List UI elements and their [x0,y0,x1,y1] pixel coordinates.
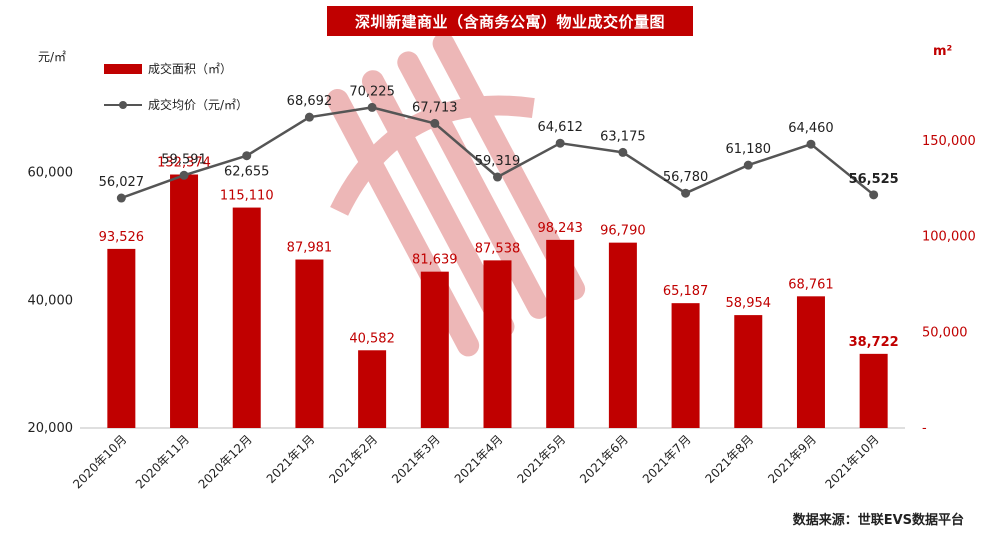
bar-data-label: 96,790 [600,224,646,239]
price-data-label: 67,713 [412,100,458,115]
x-axis-tick-label: 2021年5月 [514,432,568,486]
right-axis-unit: m² [933,44,953,59]
source-note: 数据来源：世联EVS数据平台 [792,513,964,528]
price-data-label: 56,525 [849,172,899,187]
price-data-label: 59,319 [475,154,521,169]
bar-data-label: 65,187 [663,284,709,299]
bar [107,248,136,428]
left-axis-tick-label: 20,000 [28,421,74,436]
bar [358,350,387,428]
bar-data-label: 58,954 [726,296,772,311]
bar-data-label: 115,110 [220,189,274,204]
price-point [179,170,189,180]
bar [796,296,825,428]
bar-data-label: 81,639 [412,253,458,268]
bar-data-label: 93,526 [99,230,145,245]
watermark-stroke [397,51,550,319]
x-axis-tick-label: 2020年12月 [196,432,255,491]
price-point [116,193,126,203]
right-axis-tick-label: 150,000 [922,134,976,149]
x-axis-tick-label: 2020年10月 [70,432,129,491]
price-point [681,188,691,198]
bar [734,315,763,428]
bar-data-label: 87,981 [287,241,333,256]
chart-title: 深圳新建商业（含商务公寓）物业成交价量图 [327,6,693,36]
watermark-stroke [330,95,535,216]
left-axis-tick-label: 60,000 [28,166,74,181]
right-axis-tick-label: 50,000 [922,325,968,340]
x-axis-tick-label: 2021年7月 [640,432,694,486]
watermark-stroke [361,70,515,338]
bar-data-label: 87,538 [475,241,521,256]
price-point [555,138,565,148]
x-axis-tick-label: 2021年3月 [389,432,443,486]
legend-line-swatch [104,100,142,110]
left-axis-tick-label: 40,000 [28,293,74,308]
bar [483,260,512,428]
price-data-label: 56,027 [99,175,145,190]
bar-data-label: 132,374 [157,156,211,171]
price-data-label: 56,780 [663,170,709,185]
x-axis-tick-label: 2021年8月 [703,432,757,486]
bar-data-label: 38,722 [849,335,899,350]
legend-label-price: 成交均价（元/㎡） [148,98,249,112]
legend-label-area: 成交面积（㎡） [148,62,233,76]
bar-data-label: 40,582 [349,331,395,346]
price-point [806,139,816,149]
bar [608,242,637,428]
bar [170,174,199,428]
price-data-label: 70,225 [349,84,395,99]
bar [295,259,324,428]
price-point [304,112,314,122]
price-data-label: 64,460 [788,121,834,136]
watermark-stroke [432,32,586,301]
left-axis-unit: 元/㎡ [38,50,67,64]
price-point [367,102,377,112]
right-axis-tick-label: 100,000 [922,230,976,245]
legend-bar-swatch [104,63,142,74]
x-axis-tick-label: 2021年4月 [452,432,506,486]
x-axis-tick-label: 2021年2月 [326,432,380,486]
price-data-label: 61,180 [726,142,772,157]
price-data-label: 64,612 [537,120,583,135]
x-axis-tick-label: 2020年11月 [133,432,192,491]
price-point [618,147,628,157]
x-axis-tick-label: 2021年6月 [577,432,631,486]
bar [420,271,449,428]
price-point [869,190,879,200]
bar-data-label: 68,761 [788,277,834,292]
price-point [242,151,252,161]
bar-data-label: 98,243 [537,221,583,236]
price-data-label: 68,692 [287,94,333,109]
price-point [430,118,440,128]
price-data-label: 63,175 [600,129,646,144]
x-axis-tick-label: 2021年10月 [823,432,882,491]
price-point [493,172,502,182]
x-axis-tick-label: 2021年1月 [264,432,318,486]
legend-item-area: 成交面积（㎡） [104,60,232,77]
legend-item-price: 成交均价（元/㎡） [104,96,248,113]
bar [671,303,700,428]
right-axis-tick-label: - [922,421,927,436]
bar [232,207,261,428]
price-data-label: 62,655 [224,165,270,180]
bar [859,353,888,428]
price-point [743,160,753,170]
bar [546,239,575,428]
price-data-label: 59,591 [161,152,207,167]
x-axis-tick-label: 2021年9月 [765,432,819,486]
